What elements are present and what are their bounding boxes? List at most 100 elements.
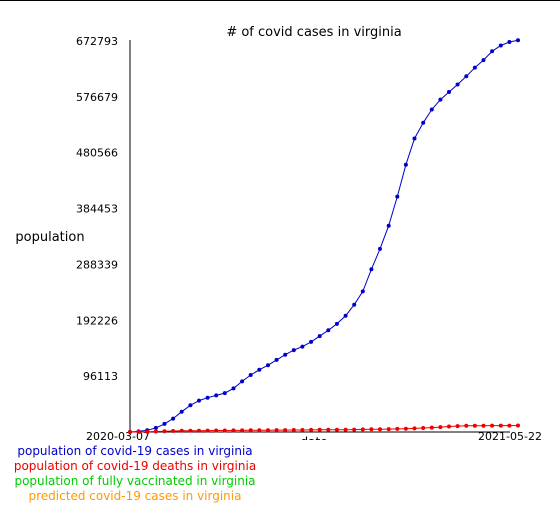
series-0-point — [455, 82, 460, 87]
chart-title: # of covid cases in virginia — [226, 25, 401, 40]
series-0-point — [421, 120, 426, 125]
series-1-point — [300, 428, 305, 432]
series-1-point — [464, 423, 469, 428]
series-1-point — [257, 428, 262, 433]
series-0-point — [171, 416, 176, 421]
series-0-point — [257, 367, 262, 372]
series-1-point — [145, 429, 150, 434]
series-layer — [128, 38, 520, 434]
series-0-point — [472, 65, 477, 70]
series-0-point — [266, 363, 270, 368]
series-1-point — [179, 428, 184, 433]
series-0-point — [179, 409, 184, 414]
line-chart: # of covid cases in virginia population … — [15, 25, 542, 440]
series-1-point — [291, 428, 296, 432]
series-0-point — [188, 403, 193, 408]
y-tick-label: 96113 — [83, 370, 118, 383]
top-border — [0, 0, 560, 1]
series-1-point — [317, 427, 322, 432]
y-tick-label: 192226 — [76, 314, 118, 327]
series-1-point — [128, 430, 132, 434]
series-line-0 — [129, 39, 519, 433]
series-0-point — [334, 321, 339, 326]
series-0-point — [360, 289, 365, 294]
series-1-point — [516, 423, 520, 428]
series-0-point — [248, 373, 253, 377]
series-0-point — [378, 246, 382, 251]
series-1-point — [266, 428, 270, 433]
series-1-point — [136, 429, 141, 434]
series-1-point — [360, 427, 365, 432]
series-0-point — [231, 386, 236, 391]
series-0-point — [481, 58, 486, 63]
series-0-point — [317, 334, 322, 339]
series-1-point — [369, 427, 374, 432]
series-1-point — [498, 423, 503, 428]
y-axis-label: population — [15, 230, 84, 245]
series-1-point — [343, 427, 348, 432]
series-1-point — [222, 428, 227, 433]
y-tick-label: 576679 — [76, 91, 118, 104]
series-1-point — [197, 428, 201, 433]
series-1-point — [162, 429, 167, 434]
series-1-point — [231, 428, 236, 433]
series-1-point — [205, 428, 210, 433]
series-0-point — [447, 90, 451, 94]
series-0-point — [352, 302, 357, 307]
series-0-point — [498, 43, 503, 48]
series-0-point — [516, 38, 520, 43]
series-0-point — [403, 162, 408, 167]
series-0-point — [369, 267, 374, 272]
series-1-point — [188, 428, 193, 433]
x-tick-labels: 2020-03-07 2021-05-22 — [86, 430, 542, 440]
series-1-point — [274, 428, 279, 433]
series-1-point — [395, 426, 400, 431]
y-tick-label: 480566 — [76, 147, 118, 160]
y-tick-label: 288339 — [76, 258, 118, 271]
series-1-point — [507, 423, 512, 428]
series-1-point — [334, 427, 339, 432]
series-1-point — [490, 423, 495, 428]
series-0-point — [429, 107, 434, 112]
series-1-point — [481, 423, 486, 428]
y-tick-label: 384453 — [76, 203, 118, 216]
series-1-point — [455, 424, 460, 429]
series-1-point — [412, 426, 417, 431]
series-0-point — [300, 344, 305, 349]
series-1-point — [283, 428, 288, 433]
series-0-point — [412, 136, 417, 141]
series-0-point — [343, 313, 348, 318]
series-0-point — [386, 223, 391, 228]
legend-entry-deaths: population of covid-19 deaths in virgini… — [13, 459, 257, 473]
series-1-point — [429, 425, 434, 430]
series-1-point — [214, 428, 219, 433]
series-line-1 — [129, 425, 519, 433]
series-0-point — [153, 425, 158, 430]
series-1-point — [309, 427, 314, 432]
series-0-point — [240, 379, 245, 384]
series-1-point — [352, 427, 357, 432]
legend-entry-cases: population of covid-19 cases in virginia — [17, 444, 253, 458]
series-0-point — [283, 352, 288, 357]
series-1-point — [171, 429, 176, 433]
series-1-point — [240, 428, 245, 433]
series-1-point — [326, 427, 331, 432]
series-0-point — [507, 40, 512, 44]
legend-entry-vaccinated: population of fully vaccinated in virgin… — [14, 474, 256, 488]
series-1-point — [386, 427, 391, 432]
series-0-point — [395, 194, 400, 199]
x-axis-label: date — [300, 435, 327, 440]
series-1-point — [421, 426, 426, 430]
series-1-point — [472, 423, 477, 428]
series-0-point — [205, 395, 210, 400]
series-0-point — [291, 348, 296, 353]
series-0-point — [274, 357, 279, 362]
series-1-point — [447, 424, 451, 429]
series-1-point — [403, 426, 408, 431]
x-tick-label: 2020-03-07 — [86, 430, 150, 440]
series-1-point — [438, 425, 443, 430]
series-0-point — [490, 49, 495, 54]
series-0-point — [464, 74, 469, 79]
series-0-point — [222, 391, 227, 396]
series-1-point — [153, 429, 158, 434]
